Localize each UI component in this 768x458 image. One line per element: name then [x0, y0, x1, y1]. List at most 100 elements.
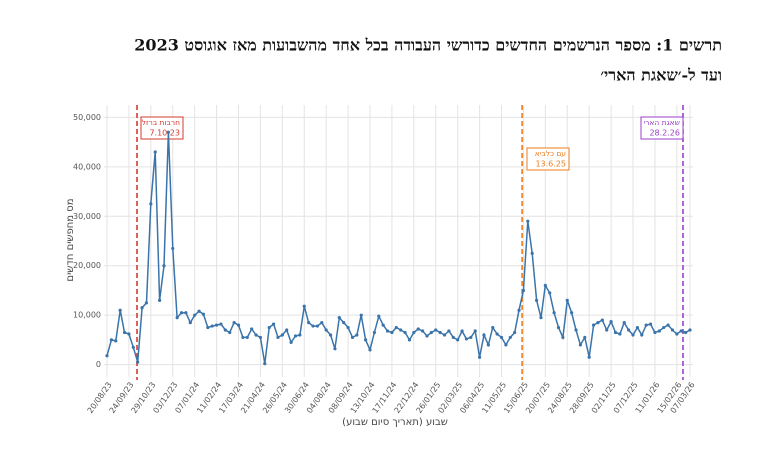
- point: [302, 304, 306, 308]
- point: [504, 343, 508, 347]
- point: [385, 329, 390, 333]
- point: [526, 219, 530, 223]
- point: [267, 325, 271, 330]
- point: [311, 324, 315, 328]
- event-label: חרבות ברזל: [142, 118, 180, 127]
- point: [228, 330, 232, 335]
- point: [425, 334, 429, 338]
- point: [149, 202, 153, 206]
- point: [640, 333, 644, 337]
- event-date: 28.2.26: [649, 129, 680, 138]
- point: [342, 321, 346, 325]
- point: [469, 335, 473, 340]
- point: [320, 321, 324, 325]
- point: [438, 330, 442, 335]
- point: [377, 314, 381, 318]
- point: [451, 335, 455, 340]
- point: [688, 328, 692, 332]
- point: [421, 329, 425, 333]
- event-label: עם כלביא: [535, 149, 567, 158]
- point: [561, 335, 565, 340]
- point: [473, 329, 477, 333]
- point: [648, 322, 653, 326]
- point: [578, 343, 583, 347]
- x-axis-label: שבוע (תאריך סיום שבוע): [342, 417, 448, 428]
- point: [530, 251, 534, 255]
- point: [280, 333, 284, 337]
- point: [447, 329, 451, 333]
- point: [613, 330, 618, 335]
- point: [258, 335, 263, 340]
- point: [403, 330, 407, 335]
- point: [324, 328, 328, 332]
- point: [210, 324, 214, 328]
- point: [298, 333, 302, 337]
- title-line: תרשים 1: מספר הנרשמים החדשים כדורשי העבו…: [134, 36, 722, 55]
- point: [684, 330, 688, 335]
- point: [657, 329, 661, 333]
- point: [596, 321, 600, 325]
- point: [548, 291, 552, 295]
- point: [223, 328, 227, 332]
- point: [184, 311, 188, 315]
- point: [263, 362, 267, 366]
- grid: [104, 105, 693, 377]
- y-tick-label: 20,000: [73, 261, 101, 270]
- point: [679, 329, 683, 333]
- point: [477, 355, 482, 359]
- point: [372, 330, 376, 335]
- point: [328, 333, 333, 337]
- point: [434, 328, 438, 332]
- y-tick-label: 0: [96, 360, 101, 369]
- point: [407, 338, 412, 342]
- point: [460, 329, 464, 333]
- point: [118, 308, 122, 312]
- y-tick-label: 30,000: [73, 212, 101, 221]
- point: [140, 306, 144, 310]
- point: [429, 330, 433, 335]
- point: [565, 298, 569, 302]
- point: [631, 333, 635, 337]
- point: [552, 311, 556, 315]
- point: [276, 335, 280, 340]
- point: [521, 288, 526, 293]
- point: [570, 311, 574, 315]
- point: [337, 316, 341, 320]
- point: [188, 321, 192, 325]
- point: [666, 323, 670, 327]
- point: [583, 335, 587, 340]
- point: [241, 335, 245, 340]
- point: [513, 330, 517, 335]
- point: [359, 313, 363, 317]
- point: [591, 323, 596, 327]
- point: [456, 338, 460, 342]
- point: [442, 333, 447, 337]
- point: [350, 335, 355, 340]
- point: [127, 332, 131, 336]
- point: [285, 328, 289, 332]
- event-date: 7.10.23: [149, 129, 180, 138]
- point: [399, 328, 403, 332]
- event-box: [140, 116, 184, 140]
- point: [574, 328, 578, 332]
- point: [412, 330, 416, 335]
- point: [179, 311, 184, 315]
- point: [214, 323, 219, 327]
- y-tick-label: 10,000: [73, 311, 101, 320]
- point: [534, 298, 539, 302]
- point: [162, 264, 166, 268]
- point: [333, 347, 337, 351]
- point: [381, 323, 385, 327]
- y-axis-label: מס מחפשים חדשים: [65, 198, 76, 281]
- point: [131, 345, 135, 349]
- point: [587, 355, 591, 359]
- point: [609, 320, 613, 324]
- point: [482, 333, 486, 337]
- point: [539, 316, 543, 320]
- point: [197, 309, 201, 313]
- point: [635, 325, 639, 330]
- y-tick-label: 50,000: [73, 113, 101, 122]
- point: [622, 321, 626, 325]
- point: [254, 333, 258, 337]
